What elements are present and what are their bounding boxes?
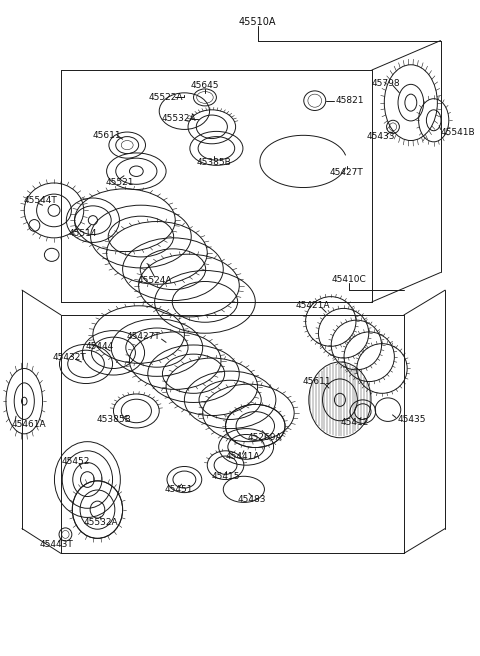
Text: 45541B: 45541B (441, 127, 475, 136)
Text: 45441A: 45441A (225, 452, 260, 461)
Text: 45821: 45821 (336, 96, 364, 105)
Text: 45645: 45645 (191, 81, 219, 90)
Text: 45483: 45483 (238, 495, 266, 504)
Text: 45443T: 45443T (39, 540, 73, 548)
Text: 45611: 45611 (92, 131, 121, 140)
Text: 45412: 45412 (340, 418, 369, 426)
Text: 45524A: 45524A (137, 276, 172, 285)
Text: 45521: 45521 (105, 178, 133, 187)
Text: 45451: 45451 (165, 485, 193, 495)
Text: 45432T: 45432T (52, 353, 86, 362)
Text: 45444: 45444 (85, 342, 114, 351)
Text: 45427T: 45427T (330, 168, 364, 177)
Text: 45544T: 45544T (24, 196, 57, 205)
Text: 45611: 45611 (303, 377, 331, 386)
Text: 45433: 45433 (367, 132, 396, 141)
Text: 45461A: 45461A (12, 420, 46, 428)
Text: 45427T: 45427T (126, 332, 160, 341)
Text: 45385B: 45385B (197, 158, 231, 167)
Text: 45452: 45452 (61, 457, 90, 466)
Text: 45269A: 45269A (248, 432, 283, 441)
Text: 45421A: 45421A (295, 300, 330, 310)
Text: 45532A: 45532A (162, 114, 196, 123)
Text: 45410C: 45410C (332, 274, 366, 283)
Text: 45514: 45514 (69, 229, 97, 237)
Text: 45510A: 45510A (239, 17, 276, 28)
Text: 45798: 45798 (372, 79, 400, 87)
Text: 45385B: 45385B (96, 415, 131, 424)
Text: 45415: 45415 (211, 472, 240, 482)
Text: 45522A: 45522A (149, 93, 183, 102)
Text: 45435: 45435 (397, 415, 426, 424)
Text: 45532A: 45532A (84, 518, 119, 527)
